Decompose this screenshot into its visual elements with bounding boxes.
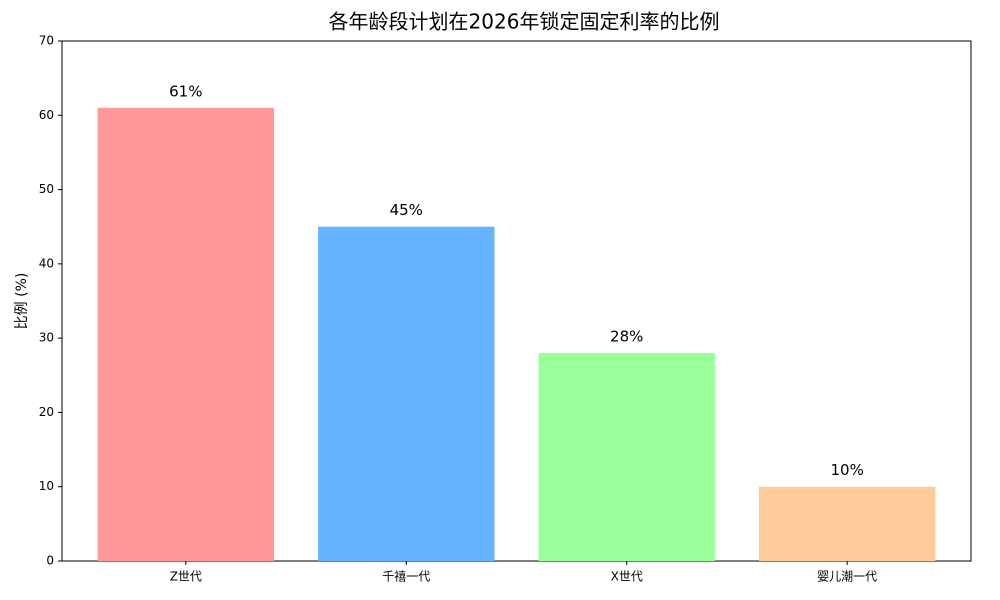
x-tick-label: X世代	[611, 570, 643, 584]
bar	[97, 107, 275, 561]
bar	[538, 353, 715, 561]
y-tick-label: 50	[39, 182, 54, 196]
value-label: 61%	[169, 82, 202, 100]
y-tick-label: 60	[39, 108, 54, 122]
y-tick-label: 40	[39, 256, 54, 270]
y-tick-label: 20	[39, 405, 54, 419]
x-tick-label: Z世代	[170, 570, 202, 584]
y-axis-label: 比例 (%)	[14, 273, 30, 330]
y-tick-label: 0	[46, 554, 54, 568]
value-label: 45%	[390, 201, 423, 219]
chart-title: 各年龄段计划在2026年锁定固定利率的比例	[329, 10, 720, 34]
y-tick-label: 30	[39, 331, 54, 345]
x-tick-label: 千禧一代	[382, 570, 430, 584]
value-label: 28%	[610, 328, 643, 346]
y-tick-label: 70	[39, 34, 54, 48]
plot-frame	[61, 40, 972, 562]
y-tick-label: 10	[39, 479, 54, 493]
bar	[758, 486, 936, 561]
x-tick-label: 婴儿潮一代	[817, 569, 877, 584]
bar	[318, 226, 495, 561]
value-label: 10%	[831, 461, 864, 479]
